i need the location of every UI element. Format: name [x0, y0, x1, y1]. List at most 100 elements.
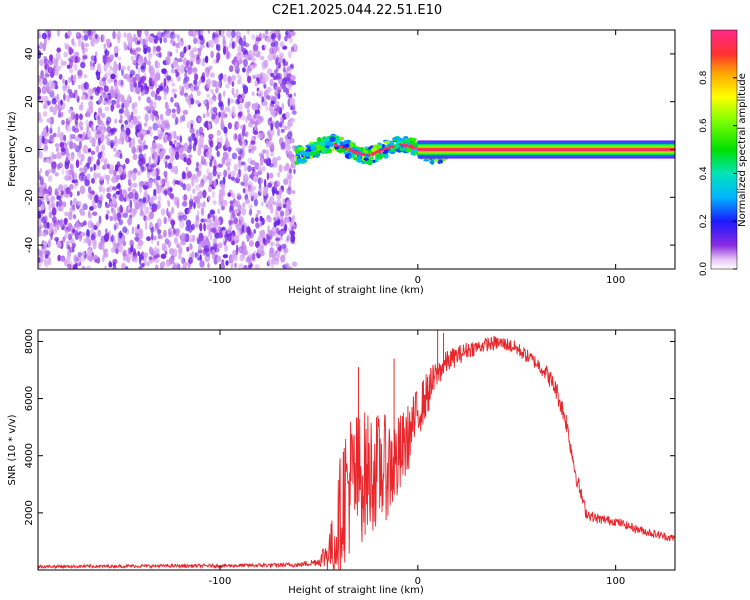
spectrogram-noise-cell [116, 184, 121, 190]
spectrogram-noise-cell [185, 166, 189, 173]
spectrogram-noise-cell [206, 111, 210, 118]
spectrogram-noise-cell [213, 96, 217, 102]
spectrogram-noise-cell [196, 215, 200, 222]
spectrogram-noise-cell [66, 255, 71, 265]
spectrogram-signal-cell [315, 150, 320, 155]
spectrogram-noise-cell [261, 217, 265, 225]
spectrogram-noise-cell [157, 31, 162, 37]
spectrogram-noise-cell [135, 62, 139, 70]
spectrogram-noise-cell [208, 137, 213, 146]
spectrogram-noise-cell [270, 34, 275, 40]
spectrogram-heatmap [38, 30, 675, 269]
spectrogram-noise-cell [268, 249, 272, 259]
spectrogram-noise-cell [74, 89, 78, 95]
spectrogram-noise-cell [40, 70, 44, 79]
spectrogram-noise-cell [170, 219, 176, 226]
spectrogram-noise-cell [118, 230, 123, 239]
spectrogram-noise-cell [270, 72, 275, 78]
spectrogram-noise-cell [287, 234, 291, 242]
spectrogram-noise-cell [74, 136, 81, 142]
spectrogram-noise-cell [121, 262, 126, 269]
spectrogram-noise-cell [117, 207, 120, 212]
spectrogram-noise-cell [205, 151, 211, 159]
spectrogram-noise-cell [120, 114, 123, 120]
spectrogram-noise-cell [185, 219, 192, 227]
spectrogram-noise-cell [190, 123, 193, 130]
spectrogram-noise-cell [233, 217, 239, 225]
spectrogram-noise-cell [115, 73, 119, 79]
spectrogram-noise-cell [195, 161, 200, 168]
spectrogram-noise-cell [138, 158, 143, 167]
spectrogram-noise-cell [63, 51, 69, 58]
spectrogram-noise-cell [213, 117, 219, 125]
spectrogram-noise-cell [191, 223, 195, 230]
spectrogram-noise-cell [121, 65, 126, 71]
spectrogram-noise-cell [264, 178, 267, 188]
spectrogram-noise-cell [101, 144, 106, 152]
spectrogram-noise-cell [275, 73, 281, 80]
spectrogram-noise-cell [185, 76, 190, 82]
spectrogram-noise-cell [211, 79, 217, 88]
spectrogram-noise-cell [174, 102, 180, 108]
spectrogram-noise-cell [149, 53, 153, 57]
spectrogram-noise-cell [241, 140, 247, 149]
spectrogram-noise-cell [121, 102, 125, 110]
spectrogram-noise-cell [132, 172, 137, 181]
spectrogram-noise-cell [186, 59, 191, 65]
colorbar-tick-label: 0.0 [699, 262, 709, 277]
spectrogram-noise-cell [202, 113, 206, 119]
spectrogram-noise-cell [38, 32, 41, 38]
spectrogram-noise-cell [160, 129, 164, 137]
spectrogram-noise-cell [181, 171, 186, 180]
spectrogram-noise-cell [165, 109, 171, 117]
spectrogram-noise-cell [41, 32, 48, 40]
spectrogram-noise-cell [276, 194, 282, 200]
spectrogram-noise-cell [47, 192, 52, 196]
spectrogram-noise-cell [73, 63, 78, 71]
spectrogram-noise-cell [124, 120, 129, 125]
spectrogram-noise-cell [238, 37, 243, 46]
spectrogram-noise-cell [239, 213, 242, 221]
spectrogram-noise-cell [258, 115, 265, 123]
spectrogram-noise-cell [237, 155, 242, 161]
spectrogram-noise-cell [253, 175, 259, 183]
spectrogram-noise-cell [248, 121, 254, 128]
spectrogram-noise-cell [92, 62, 95, 68]
spectrogram-noise-cell [224, 106, 231, 112]
spectrogram-noise-cell [68, 46, 73, 56]
spectrogram-noise-cell [267, 200, 271, 207]
spectrogram-noise-cell [74, 172, 77, 181]
spectrogram-noise-cell [80, 153, 85, 162]
spectrogram-noise-cell [144, 206, 150, 215]
spectrogram-noise-cell [174, 180, 180, 185]
spectrogram-noise-cell [273, 181, 278, 188]
spectrogram-noise-cell [251, 91, 255, 97]
spectrogram-noise-cell [240, 161, 246, 166]
spectrogram-signal-cell [304, 151, 311, 157]
spectrogram-noise-cell [154, 93, 158, 101]
spectrogram-noise-cell [89, 109, 94, 114]
spectrogram-noise-cell [254, 217, 259, 223]
spectrogram-noise-cell [222, 74, 227, 83]
spectrogram-noise-cell [265, 233, 269, 240]
spectrogram-noise-cell [103, 43, 107, 48]
spectrogram-noise-cell [153, 110, 159, 117]
spectrogram-noise-cell [231, 41, 235, 50]
spectrogram-noise-cell [106, 187, 110, 193]
spectrogram-noise-cell [242, 187, 246, 194]
snr-xtick-label: 100 [606, 576, 625, 587]
spectrogram-noise-cell [198, 232, 204, 242]
spectrogram-signal-cell [411, 149, 415, 155]
spectrogram-noise-cell [207, 245, 212, 250]
spectrogram-signal-cell [318, 146, 326, 151]
spectrogram-noise-cell [251, 145, 257, 151]
spectrogram-noise-cell [282, 203, 287, 209]
spectrogram-noise-cell [147, 164, 151, 170]
spectrogram-noise-cell [69, 67, 74, 74]
spectrogram-noise-cell [125, 158, 130, 164]
spectrogram-noise-cell [200, 61, 206, 67]
spectrogram-noise-cell [82, 203, 88, 211]
spectrogram-noise-cell [137, 40, 141, 45]
spectrogram-noise-cell [167, 201, 171, 207]
spectrogram-noise-cell [235, 31, 241, 39]
